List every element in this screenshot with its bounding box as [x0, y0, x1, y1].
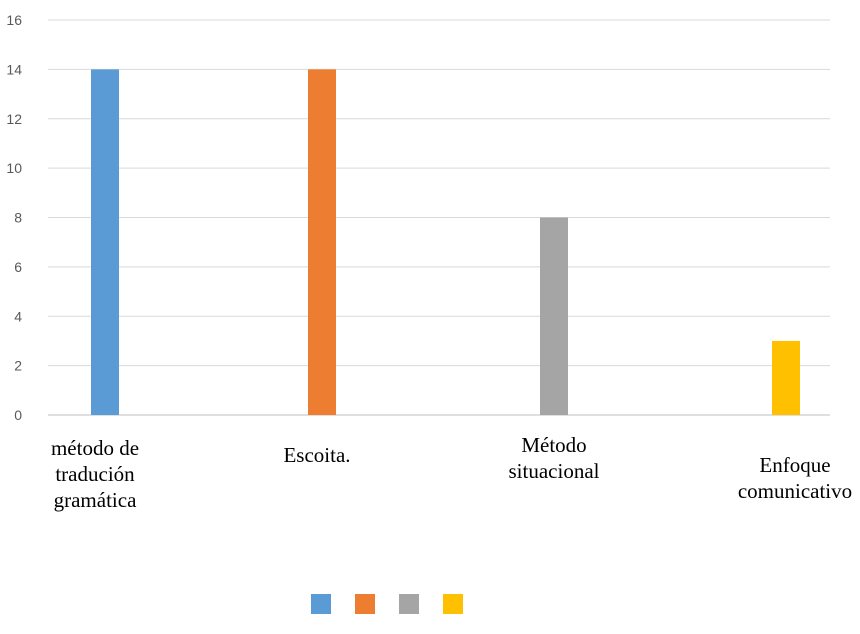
- y-tick-label: 2: [14, 358, 22, 374]
- bar: [540, 217, 568, 415]
- legend: [311, 594, 463, 614]
- legend-swatch: [311, 594, 331, 614]
- x-tick-label: Enfoque comunicativo: [738, 453, 852, 503]
- y-tick-label: 8: [14, 210, 22, 226]
- y-tick-label: 6: [14, 259, 22, 275]
- bar: [91, 69, 119, 415]
- bars: [91, 69, 800, 415]
- bar: [308, 69, 336, 415]
- x-tick-label: método de tradución gramática: [51, 436, 139, 512]
- y-tick-label: 12: [6, 111, 22, 127]
- y-tick-label: 0: [14, 407, 22, 423]
- legend-swatch: [399, 594, 419, 614]
- bar: [772, 340, 800, 415]
- y-tick-label: 4: [14, 308, 22, 324]
- y-tick-label: 10: [6, 160, 22, 176]
- x-axis-labels: método de tradución gramática Escoita. Métod…: [51, 433, 852, 512]
- legend-swatch: [355, 594, 375, 614]
- legend-swatch: [443, 594, 463, 614]
- gridlines: [48, 19, 830, 416]
- y-tick-label: 16: [6, 12, 22, 28]
- x-tick-label: Escoita.: [283, 443, 350, 467]
- x-tick-label: Método situacional: [509, 433, 600, 483]
- y-axis: 0 2 4 6 8 10 12 14 16: [6, 12, 22, 423]
- y-tick-label: 14: [6, 61, 22, 77]
